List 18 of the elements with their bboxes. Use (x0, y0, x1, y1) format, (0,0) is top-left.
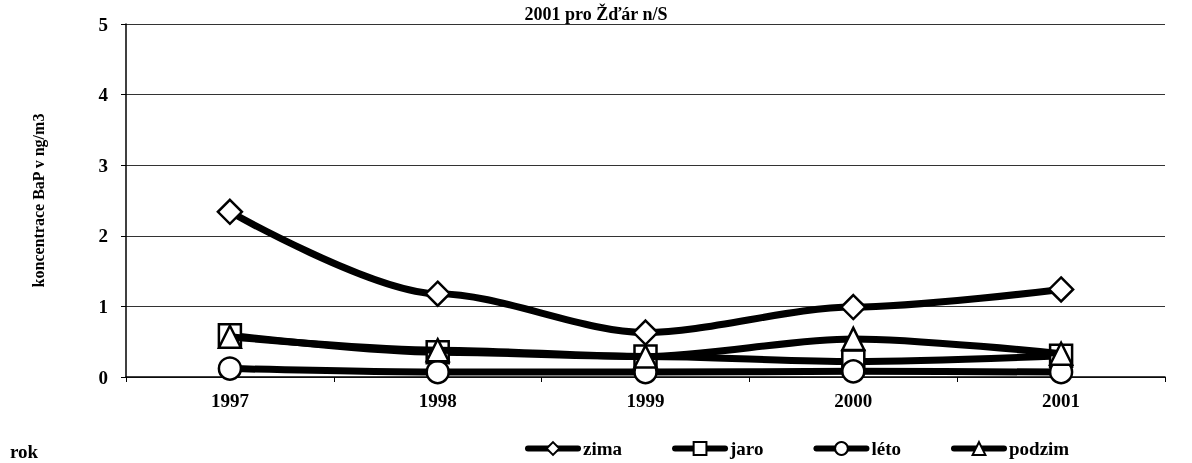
x-tick-label: 2001 (1042, 390, 1081, 411)
x-tick-label: 1997 (210, 390, 250, 411)
x-tick-label: 2000 (834, 390, 873, 411)
legend-label: léto (871, 438, 901, 459)
y-tick-label: 4 (98, 84, 109, 106)
x-tick-label: 1999 (626, 390, 665, 411)
y-tick-label: 1 (98, 295, 108, 317)
y-tick-label: 3 (98, 154, 108, 176)
chart-title: 2001 pro Žďár n/S (524, 3, 668, 24)
legend-label: zima (583, 438, 623, 459)
y-axis-title: koncentrace BaP v ng/m3 (29, 113, 48, 288)
legend-label: podzim (1009, 438, 1070, 459)
x-tick-label: 1998 (418, 390, 457, 411)
y-tick-label: 2 (98, 225, 108, 247)
legend-label: jaro (729, 438, 764, 459)
y-tick-label: 5 (98, 13, 108, 35)
y-tick-label: 0 (98, 366, 108, 388)
x-axis-title: rok (10, 441, 39, 462)
